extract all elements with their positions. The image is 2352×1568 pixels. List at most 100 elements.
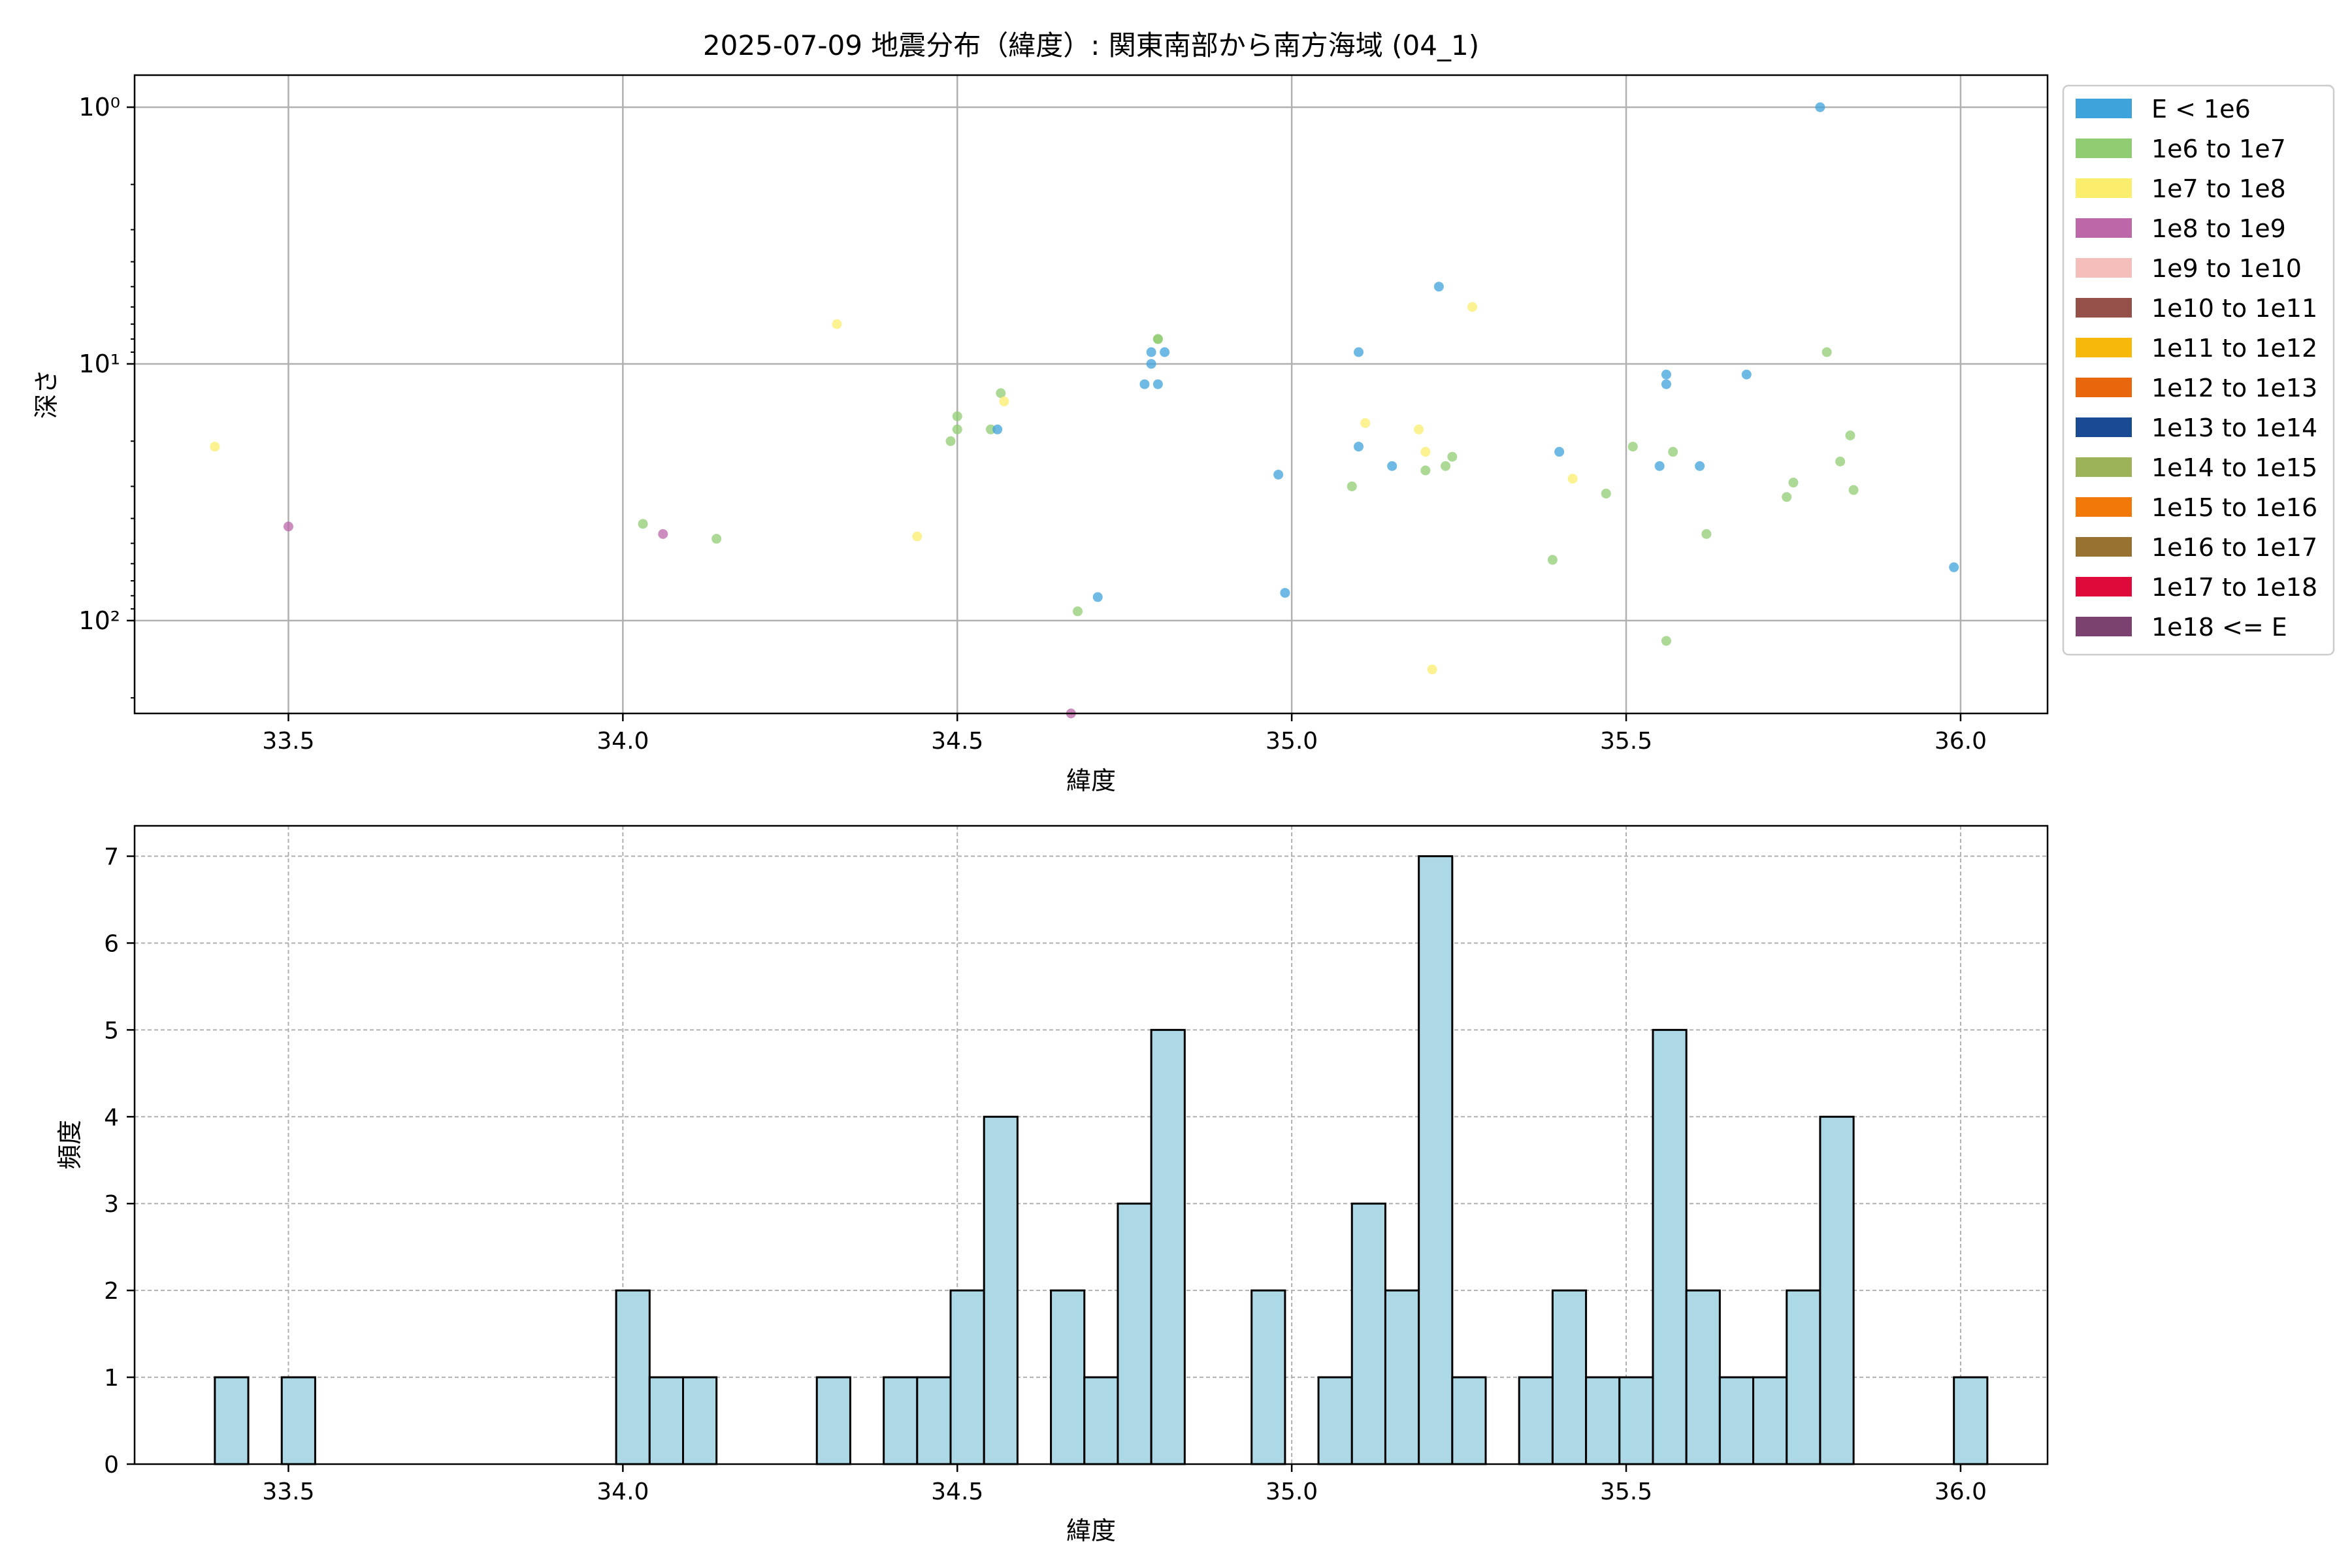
histogram-gridlines xyxy=(135,826,2048,1465)
x-tick-label: 35.5 xyxy=(1600,728,1652,755)
histogram-bar xyxy=(1350,1202,1386,1465)
x-tick-label: 33.5 xyxy=(262,1478,314,1505)
scatter-point xyxy=(1360,418,1371,429)
histogram-bar xyxy=(1585,1376,1621,1465)
scatter-point xyxy=(1821,347,1832,357)
scatter-x-axis-label: 緯度 xyxy=(1066,766,1116,795)
histogram-panel: 33.5 34.0 34.5 35.0 35.5 36.0 0 1 2 3 4 5 6 7 緯度 頻度 xyxy=(56,825,2049,1545)
histogram-y-axis-label: 頻度 xyxy=(56,1120,84,1169)
histogram-bar xyxy=(280,1376,316,1465)
legend-swatch xyxy=(2076,139,2132,158)
scatter-point xyxy=(1152,379,1163,389)
scatter-point xyxy=(1073,606,1083,617)
legend-label: 1e9 to 1e10 xyxy=(2151,254,2302,283)
scatter-point xyxy=(1567,474,1578,484)
histogram-bar xyxy=(1752,1376,1788,1465)
scatter-point xyxy=(1414,424,1424,434)
scatter-point xyxy=(1782,492,1792,502)
x-tick-label: 35.5 xyxy=(1600,1478,1652,1505)
scatter-point xyxy=(1741,369,1752,380)
scatter-point xyxy=(1354,347,1364,357)
histogram-bar xyxy=(615,1289,651,1465)
scatter-panel: 2025-07-09 地震分布（緯度）: 関東南部から南方海域 (04_1) 3… xyxy=(32,29,2335,795)
histogram-bar xyxy=(681,1376,718,1465)
scatter-point xyxy=(1848,485,1859,495)
y-tick-label: 10¹ xyxy=(78,350,120,378)
y-tick-label: 5 xyxy=(104,1017,119,1044)
histogram-plot-frame xyxy=(133,825,2049,1465)
histogram-bar xyxy=(1250,1289,1286,1465)
histogram-bar xyxy=(214,1376,250,1465)
scatter-y-axis-label: 深さ xyxy=(32,369,61,419)
legend-swatch xyxy=(2076,577,2132,596)
y-tick-label: 10⁰ xyxy=(78,93,120,122)
scatter-point xyxy=(996,388,1006,399)
chart-title: 2025-07-09 地震分布（緯度）: 関東南部から南方海域 (04_1) xyxy=(703,29,1479,61)
scatter-point xyxy=(999,396,1009,406)
y-tick-label: 4 xyxy=(104,1104,119,1131)
scatter-point xyxy=(711,534,722,544)
x-tick-label: 35.0 xyxy=(1266,728,1318,755)
legend-swatch xyxy=(2076,298,2132,318)
histogram-y-ticks: 0 1 2 3 4 5 6 7 xyxy=(104,844,135,1478)
legend-swatch xyxy=(2076,537,2132,557)
histogram-bar xyxy=(916,1376,952,1465)
scatter-point xyxy=(1695,461,1705,471)
legend-items: E < 1e6 1e6 to 1e7 1e7 to 1e8 1e8 to 1e9 1e9… xyxy=(2076,95,2317,642)
x-tick-label: 34.0 xyxy=(596,1478,649,1505)
scatter-point xyxy=(952,424,962,434)
x-tick-label: 34.5 xyxy=(931,728,983,755)
legend-label: 1e11 to 1e12 xyxy=(2151,334,2317,363)
legend-label: 1e13 to 1e14 xyxy=(2151,414,2317,442)
legend-label: 1e10 to 1e11 xyxy=(2151,294,2317,323)
histogram-bar xyxy=(1718,1376,1755,1465)
histogram-bar xyxy=(1953,1376,1989,1465)
scatter-point xyxy=(1467,302,1478,312)
scatter-point xyxy=(1845,431,1855,441)
legend-swatch xyxy=(2076,178,2132,198)
legend-label: 1e7 to 1e8 xyxy=(2151,174,2286,203)
y-tick-label: 2 xyxy=(104,1278,119,1305)
scatter-point xyxy=(1152,334,1163,344)
legend-label: 1e12 to 1e13 xyxy=(2151,374,2317,402)
histogram-bar xyxy=(1518,1376,1554,1465)
histogram-bar xyxy=(1150,1028,1186,1465)
x-tick-label: 36.0 xyxy=(1935,1478,1987,1505)
histogram-bar xyxy=(1418,855,1454,1465)
x-tick-label: 33.5 xyxy=(262,728,314,755)
scatter-y-ticks: 10⁰ 10¹ 10² xyxy=(78,93,135,699)
y-tick-label: 3 xyxy=(104,1191,119,1218)
legend-label: 1e14 to 1e15 xyxy=(2151,453,2317,482)
x-tick-label: 36.0 xyxy=(1935,728,1987,755)
scatter-point xyxy=(1447,451,1458,462)
y-tick-label: 7 xyxy=(104,844,119,871)
histogram-x-axis-label: 緯度 xyxy=(1066,1516,1116,1545)
scatter-point xyxy=(945,436,956,446)
scatter-point xyxy=(1547,555,1558,565)
scatter-point xyxy=(638,519,648,529)
legend-frame xyxy=(2062,84,2335,656)
scatter-point xyxy=(1601,488,1611,498)
scatter-point xyxy=(1441,461,1451,471)
histogram-bar xyxy=(1819,1115,1855,1465)
scatter-point xyxy=(992,424,1003,434)
scatter-point xyxy=(1788,478,1799,488)
legend-swatch xyxy=(2076,497,2132,517)
x-tick-label: 35.0 xyxy=(1266,1478,1318,1505)
scatter-point xyxy=(1092,592,1103,602)
scatter-point xyxy=(952,411,962,421)
scatter-point xyxy=(1420,465,1431,476)
y-tick-label: 6 xyxy=(104,930,119,957)
scatter-point xyxy=(1146,347,1156,357)
scatter-point xyxy=(1554,447,1565,457)
scatter-point xyxy=(1280,587,1290,598)
scatter-point xyxy=(1627,442,1638,452)
scatter-point xyxy=(1661,369,1671,380)
histogram-bar xyxy=(1384,1289,1420,1465)
legend-swatch xyxy=(2076,457,2132,477)
legend-swatch xyxy=(2076,417,2132,437)
scatter-plot-frame xyxy=(133,74,2049,715)
scatter-point xyxy=(1815,102,1825,112)
histogram-bar xyxy=(1786,1289,1821,1465)
